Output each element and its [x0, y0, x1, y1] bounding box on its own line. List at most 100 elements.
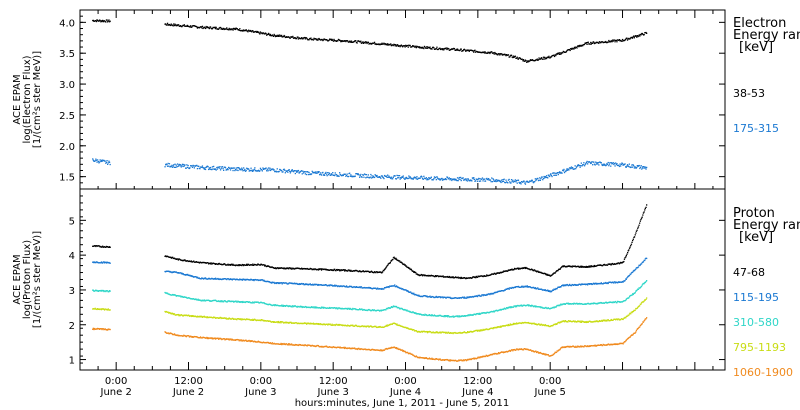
data-point — [445, 47, 447, 49]
data-point — [596, 265, 598, 267]
data-point — [296, 322, 298, 324]
data-point — [552, 325, 554, 327]
data-point — [103, 261, 105, 263]
data-point — [261, 169, 263, 171]
data-point — [462, 315, 464, 317]
data-point — [170, 332, 172, 335]
data-point — [330, 174, 332, 176]
data-point — [206, 316, 209, 318]
data-point — [516, 56, 518, 58]
data-point — [374, 271, 376, 273]
data-point — [354, 325, 356, 327]
data-point — [558, 286, 560, 288]
data-point — [254, 301, 256, 303]
data-point — [627, 315, 629, 317]
data-point — [439, 331, 441, 333]
data-point — [296, 306, 298, 308]
data-point — [97, 19, 99, 22]
data-point — [190, 315, 192, 318]
data-point — [474, 51, 477, 53]
data-point — [544, 56, 546, 58]
data-point — [340, 174, 342, 176]
data-point — [514, 55, 516, 57]
data-point — [358, 286, 360, 288]
data-point — [476, 329, 478, 332]
data-point — [339, 172, 341, 174]
data-point — [165, 163, 167, 165]
data-point — [387, 286, 389, 288]
data-point — [472, 178, 474, 180]
data-point — [392, 258, 394, 261]
data-point — [334, 324, 336, 327]
data-point — [629, 166, 632, 169]
data-point — [572, 47, 574, 49]
data-point — [363, 325, 366, 327]
data-point — [395, 44, 397, 46]
data-point — [569, 303, 571, 305]
data-point — [601, 283, 604, 285]
data-point — [411, 312, 413, 314]
data-point — [415, 45, 417, 47]
data-point — [632, 293, 634, 296]
data-point — [308, 171, 310, 174]
data-point — [564, 51, 566, 53]
data-point — [463, 296, 466, 298]
data-point — [332, 285, 334, 287]
data-point — [102, 262, 104, 264]
data-point — [97, 327, 99, 330]
data-point — [471, 277, 473, 279]
data-point — [215, 300, 217, 302]
data-point — [592, 42, 594, 44]
data-point — [641, 284, 643, 286]
data-point — [282, 171, 284, 173]
data-point — [593, 41, 595, 43]
data-point — [254, 169, 257, 171]
data-point — [322, 39, 325, 41]
data-point — [288, 36, 290, 38]
data-point — [278, 170, 280, 173]
data-point — [284, 169, 286, 171]
data-point — [289, 305, 291, 307]
data-point — [426, 178, 429, 180]
data-point — [238, 167, 240, 169]
data-point — [290, 170, 292, 173]
data-point — [402, 289, 404, 291]
data-point — [445, 297, 447, 299]
data-point — [218, 167, 220, 169]
data-point — [254, 167, 256, 169]
data-point — [618, 164, 620, 167]
data-point — [420, 175, 422, 177]
data-point — [466, 49, 469, 52]
data-point — [581, 165, 583, 167]
data-point — [511, 268, 513, 270]
data-point — [165, 23, 167, 25]
data-point — [522, 59, 525, 61]
data-point — [338, 324, 340, 326]
data-point — [261, 33, 263, 35]
data-point — [359, 175, 361, 177]
data-point — [199, 316, 202, 318]
data-point — [101, 20, 103, 23]
data-point — [459, 276, 461, 279]
data-point — [101, 160, 103, 162]
data-point — [448, 315, 450, 317]
data-point — [483, 178, 485, 180]
data-point — [565, 50, 568, 53]
data-point — [564, 321, 566, 323]
data-point — [246, 264, 248, 266]
data-point — [558, 268, 560, 270]
data-point — [448, 331, 450, 334]
data-point — [585, 321, 587, 323]
data-point — [299, 306, 301, 308]
data-point — [582, 164, 584, 166]
data-point — [593, 161, 595, 163]
data-point — [104, 308, 106, 310]
data-point — [284, 305, 286, 307]
data-point — [292, 171, 295, 173]
data-point — [101, 328, 103, 331]
data-point — [514, 286, 516, 288]
data-point — [385, 325, 387, 327]
data-point — [535, 305, 537, 307]
data-point — [419, 47, 421, 49]
